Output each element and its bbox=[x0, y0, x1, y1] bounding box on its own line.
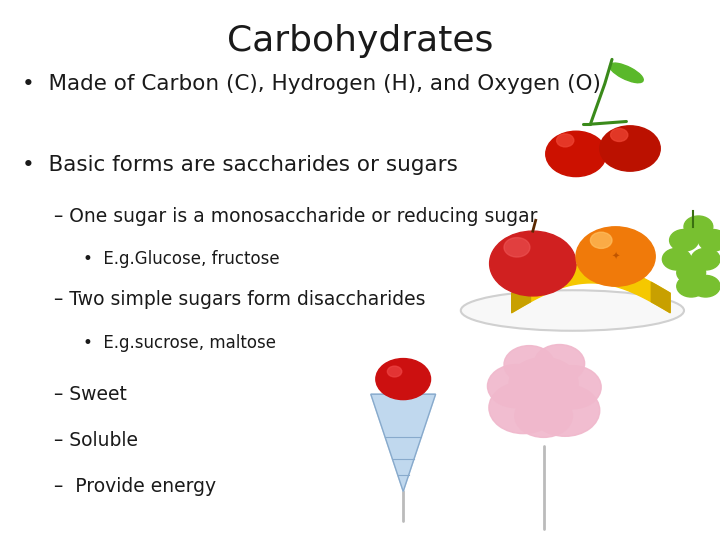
Text: – One sugar is a monosaccharide or reducing sugar: – One sugar is a monosaccharide or reduc… bbox=[54, 206, 538, 226]
Circle shape bbox=[557, 134, 574, 147]
Circle shape bbox=[531, 384, 600, 436]
Circle shape bbox=[684, 216, 713, 238]
Text: •  Made of Carbon (C), Hydrogen (H), and Oxygen (O): • Made of Carbon (C), Hydrogen (H), and … bbox=[22, 73, 600, 94]
Text: Carbohydrates: Carbohydrates bbox=[227, 24, 493, 58]
Circle shape bbox=[534, 345, 585, 382]
Text: •  E.g.Glucose, fructose: • E.g.Glucose, fructose bbox=[83, 250, 279, 268]
Circle shape bbox=[509, 357, 578, 409]
Text: – Sweet: – Sweet bbox=[54, 384, 127, 404]
Circle shape bbox=[576, 227, 655, 286]
Circle shape bbox=[504, 346, 554, 383]
Circle shape bbox=[662, 248, 691, 270]
Circle shape bbox=[515, 394, 572, 437]
Circle shape bbox=[698, 230, 720, 251]
Circle shape bbox=[376, 359, 431, 400]
Circle shape bbox=[504, 238, 530, 257]
Text: – Two simple sugars form disaccharides: – Two simple sugars form disaccharides bbox=[54, 290, 426, 309]
Text: –  Provide energy: – Provide energy bbox=[54, 476, 216, 496]
Circle shape bbox=[489, 382, 558, 434]
Polygon shape bbox=[371, 394, 436, 491]
Circle shape bbox=[544, 366, 601, 409]
Text: ✦: ✦ bbox=[611, 252, 620, 261]
Circle shape bbox=[387, 366, 402, 377]
Circle shape bbox=[677, 262, 706, 284]
Circle shape bbox=[546, 131, 606, 177]
Circle shape bbox=[677, 275, 706, 297]
Ellipse shape bbox=[461, 290, 684, 330]
Circle shape bbox=[490, 231, 576, 296]
Circle shape bbox=[590, 232, 612, 248]
Circle shape bbox=[611, 129, 628, 141]
Ellipse shape bbox=[610, 63, 643, 83]
Circle shape bbox=[691, 248, 720, 270]
Text: •  E.g.sucrose, maltose: • E.g.sucrose, maltose bbox=[83, 334, 276, 352]
Circle shape bbox=[691, 275, 720, 297]
Circle shape bbox=[600, 126, 660, 171]
Circle shape bbox=[511, 370, 576, 418]
Text: •  Basic forms are saccharides or sugars: • Basic forms are saccharides or sugars bbox=[22, 154, 457, 175]
Circle shape bbox=[487, 364, 545, 408]
Text: – Soluble: – Soluble bbox=[54, 430, 138, 450]
Circle shape bbox=[670, 230, 698, 251]
